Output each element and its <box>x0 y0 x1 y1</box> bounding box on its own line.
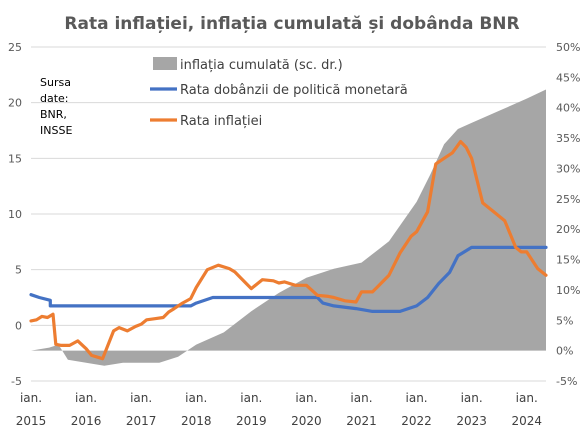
y-left-tick-label: 15 <box>8 152 22 165</box>
y-right-tick-label: 0% <box>556 345 573 358</box>
x-tick-label: ian. <box>295 391 317 405</box>
source-note-line: date: <box>40 92 69 105</box>
y-left-tick-label: 10 <box>8 208 22 221</box>
x-tick-label: 2015 <box>16 414 47 428</box>
x-tick-label: 2016 <box>71 414 102 428</box>
y-right-tick-label: 20% <box>556 223 580 236</box>
source-note-line: BNR, <box>40 108 67 121</box>
source-note: Sursa date: BNR, INSSE <box>40 76 72 137</box>
lines-layer <box>29 140 548 361</box>
x-tick-label: 2018 <box>181 414 212 428</box>
y-right-tick-label: 5% <box>556 314 573 327</box>
x-tick-label: ian. <box>240 391 262 405</box>
gridlines <box>31 46 546 382</box>
x-tick-label: 2021 <box>346 414 377 428</box>
x-tick-label: 2017 <box>126 414 157 428</box>
y-right-tick-label: 30% <box>556 162 580 175</box>
y-right-tick-label: 10% <box>556 284 580 297</box>
cumulative-inflation-area <box>31 89 546 366</box>
y-left-tick-label: 20 <box>8 97 22 110</box>
y-left-tick-label: -5 <box>11 375 22 388</box>
x-tick-label: 2020 <box>291 414 322 428</box>
x-tick-label: ian. <box>20 391 42 405</box>
y-right-tick-label: 40% <box>556 102 580 115</box>
y-right-tick-label: 50% <box>556 41 580 54</box>
chart-title: Rata inflației, inflația cumulată și dob… <box>64 14 519 34</box>
x-tick-label: ian. <box>406 391 428 405</box>
x-tick-label: 2024 <box>511 414 542 428</box>
legend: inflația cumulată (sc. dr.) Rata dobânzii… <box>150 57 408 129</box>
x-tick-label: 2023 <box>456 414 487 428</box>
y-left-tick-label: 25 <box>8 41 22 54</box>
y-right-tick-label: -5% <box>556 375 577 388</box>
x-tick-label: ian. <box>185 391 207 405</box>
axis-labels: -5 0 5 10 15 20 25 -5% 0% 5% 10% 15% 20% 25% 30% 35% 40%… <box>8 41 580 428</box>
cumulative-area-layer <box>31 89 546 366</box>
policy-rate-line <box>29 245 548 313</box>
x-tick-label: 2022 <box>401 414 432 428</box>
legend-cumulative-swatch <box>153 57 177 70</box>
x-tick-label: 2019 <box>236 414 267 428</box>
legend-policy-rate-label: Rata dobânzii de politică monetară <box>180 83 408 98</box>
y-left-tick-label: 0 <box>15 319 22 332</box>
legend-cumulative-label: inflația cumulată (sc. dr.) <box>180 58 343 73</box>
x-tick-label: ian. <box>75 391 97 405</box>
source-note-line: INSSE <box>40 124 72 137</box>
y-left-tick-label: 5 <box>15 264 22 277</box>
x-tick-label: ian. <box>350 391 372 405</box>
source-note-line: Sursa <box>40 76 71 89</box>
inflation-rate-line <box>29 140 548 361</box>
y-right-tick-label: 15% <box>556 254 580 267</box>
legend-inflation-label: Rata inflației <box>180 114 262 129</box>
x-tick-label: ian. <box>461 391 483 405</box>
y-right-tick-label: 45% <box>556 71 580 84</box>
x-tick-label: ian. <box>130 391 152 405</box>
y-right-tick-label: 25% <box>556 193 580 206</box>
y-right-tick-label: 35% <box>556 132 580 145</box>
x-tick-label: ian. <box>516 391 538 405</box>
